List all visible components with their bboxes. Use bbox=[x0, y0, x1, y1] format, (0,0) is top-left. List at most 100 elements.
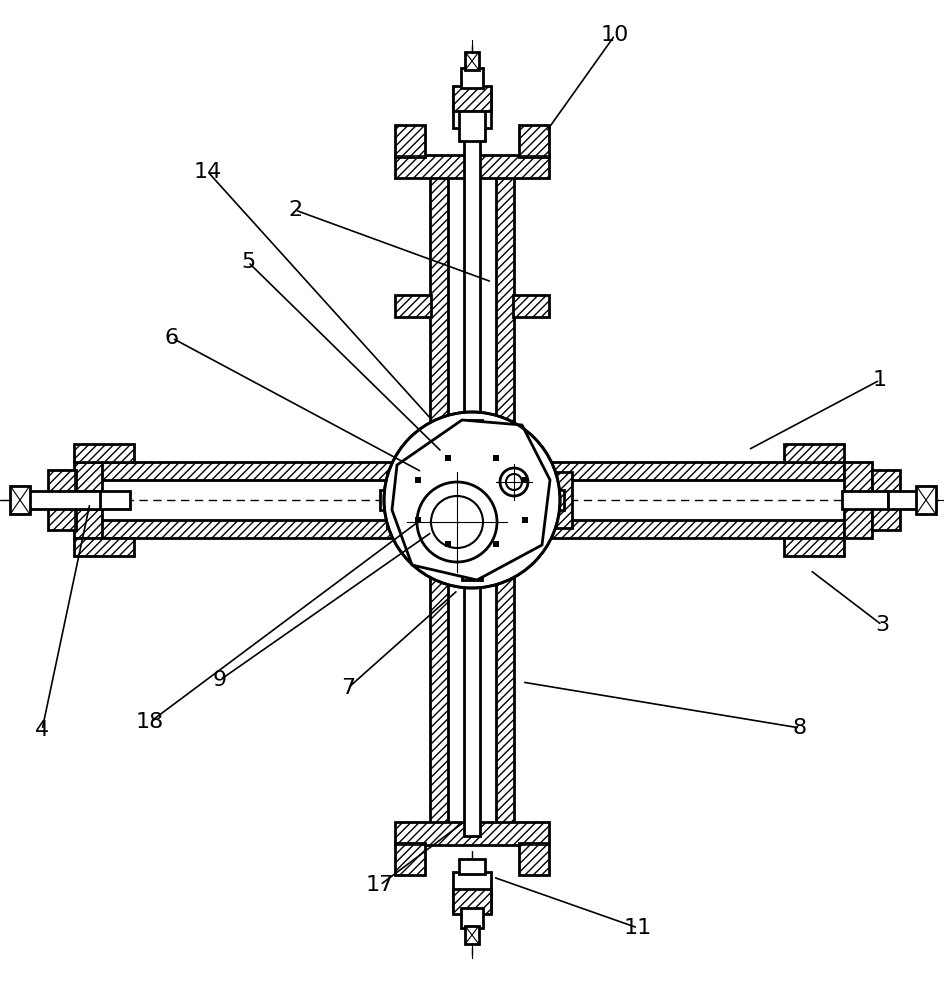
Bar bbox=[459, 859, 485, 874]
Bar bbox=[496, 540, 514, 836]
Bar bbox=[916, 486, 936, 514]
Bar bbox=[395, 822, 549, 845]
Bar bbox=[415, 517, 421, 523]
Bar bbox=[100, 462, 430, 480]
Bar bbox=[395, 155, 549, 178]
Bar bbox=[74, 444, 134, 462]
Bar bbox=[445, 455, 451, 461]
Bar bbox=[514, 462, 544, 538]
Bar bbox=[514, 455, 542, 477]
Bar bbox=[453, 872, 491, 912]
Bar bbox=[458, 430, 486, 456]
Bar bbox=[496, 165, 514, 460]
Bar bbox=[842, 491, 888, 509]
Circle shape bbox=[506, 474, 522, 490]
Bar bbox=[514, 520, 844, 538]
Bar bbox=[430, 455, 514, 477]
Bar bbox=[514, 455, 542, 477]
Bar bbox=[514, 523, 542, 545]
Text: 18: 18 bbox=[136, 712, 164, 732]
Bar bbox=[395, 125, 425, 157]
Bar bbox=[544, 472, 572, 528]
Text: 3: 3 bbox=[875, 615, 889, 635]
Bar bbox=[872, 470, 900, 530]
Bar bbox=[395, 295, 431, 317]
Bar bbox=[402, 523, 430, 545]
Bar bbox=[70, 491, 130, 509]
Bar bbox=[784, 538, 844, 556]
Bar bbox=[48, 470, 76, 530]
Bar bbox=[462, 420, 482, 432]
Bar bbox=[395, 822, 549, 845]
Bar bbox=[395, 125, 425, 157]
Bar bbox=[387, 472, 415, 528]
Text: 17: 17 bbox=[366, 875, 395, 895]
Bar bbox=[542, 490, 564, 510]
Circle shape bbox=[431, 496, 483, 548]
Text: 8: 8 bbox=[793, 718, 807, 738]
Bar bbox=[414, 460, 530, 540]
Bar bbox=[100, 520, 430, 538]
Bar bbox=[48, 470, 76, 530]
Bar bbox=[74, 538, 134, 556]
Text: 10: 10 bbox=[600, 25, 630, 45]
Bar bbox=[784, 538, 844, 556]
Bar bbox=[28, 491, 100, 509]
Bar bbox=[415, 477, 421, 483]
Bar bbox=[415, 462, 445, 538]
Bar bbox=[402, 455, 430, 477]
Bar bbox=[453, 88, 491, 128]
Bar bbox=[380, 490, 402, 510]
Circle shape bbox=[417, 482, 497, 562]
Bar bbox=[400, 484, 430, 516]
Bar bbox=[74, 538, 134, 556]
Text: 9: 9 bbox=[213, 670, 228, 690]
Bar bbox=[453, 86, 491, 111]
Bar bbox=[74, 444, 134, 462]
Bar bbox=[430, 540, 448, 836]
Bar bbox=[395, 843, 425, 875]
Bar bbox=[461, 68, 483, 88]
Text: 6: 6 bbox=[165, 328, 179, 348]
Text: 14: 14 bbox=[194, 162, 222, 182]
Bar bbox=[544, 472, 572, 528]
Bar bbox=[514, 484, 544, 516]
Bar bbox=[496, 540, 514, 836]
Bar bbox=[844, 462, 872, 538]
Bar bbox=[453, 889, 491, 914]
Bar bbox=[519, 125, 549, 157]
Text: 7: 7 bbox=[341, 678, 355, 698]
Bar bbox=[430, 540, 448, 836]
Bar bbox=[784, 444, 844, 462]
Text: 2: 2 bbox=[288, 200, 302, 220]
Bar bbox=[445, 541, 451, 547]
Bar bbox=[844, 462, 872, 538]
Bar bbox=[464, 540, 480, 836]
Bar bbox=[519, 843, 549, 875]
Text: 1: 1 bbox=[873, 370, 887, 390]
Bar bbox=[514, 523, 542, 545]
Polygon shape bbox=[392, 420, 550, 580]
Bar bbox=[514, 462, 544, 538]
Circle shape bbox=[500, 468, 528, 496]
Bar bbox=[522, 477, 528, 483]
Bar bbox=[465, 926, 479, 944]
Bar bbox=[100, 520, 430, 538]
Bar bbox=[395, 155, 549, 178]
Bar bbox=[513, 295, 549, 317]
Circle shape bbox=[384, 412, 560, 588]
Bar bbox=[10, 486, 30, 514]
Bar bbox=[74, 462, 102, 538]
Text: 11: 11 bbox=[624, 918, 652, 938]
Text: 5: 5 bbox=[241, 252, 255, 272]
Bar bbox=[465, 52, 479, 70]
Bar bbox=[522, 517, 528, 523]
Bar bbox=[519, 125, 549, 157]
Bar bbox=[453, 889, 491, 914]
Bar bbox=[461, 908, 483, 928]
Bar bbox=[402, 455, 430, 477]
Bar bbox=[430, 455, 514, 477]
Bar bbox=[74, 462, 102, 538]
Bar bbox=[430, 165, 448, 460]
Bar bbox=[395, 295, 431, 317]
